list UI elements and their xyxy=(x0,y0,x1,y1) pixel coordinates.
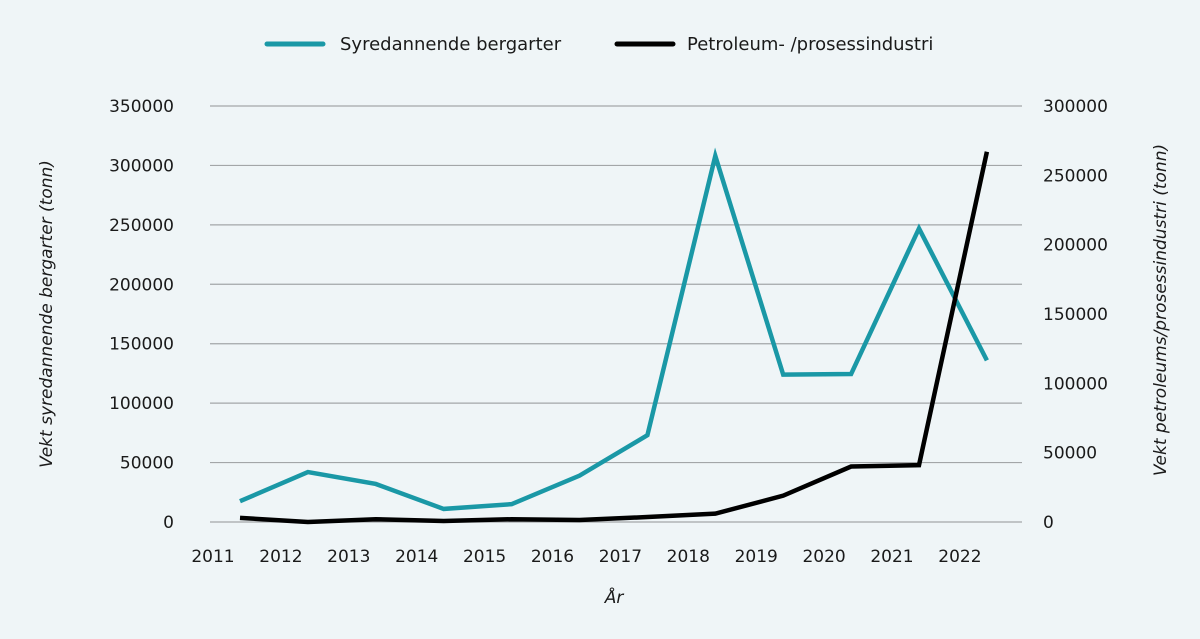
right-tick-label: 0 xyxy=(1043,513,1054,533)
right-tick-label: 300000 xyxy=(1043,97,1108,117)
x-tick-label: 2014 xyxy=(395,547,438,567)
left-tick-label: 150000 xyxy=(109,335,174,355)
series-lines xyxy=(239,147,990,525)
x-tick-label: 2019 xyxy=(735,547,778,567)
left-axis-title: Vekt syredannende bergarter (tonn) xyxy=(37,160,57,468)
legend: Syredannende bergarter Petroleum- /prose… xyxy=(264,34,933,55)
right-axis-title: Vekt petroleums/prosessindustri (tonn) xyxy=(1151,144,1171,476)
left-tick-label: 200000 xyxy=(109,275,174,295)
x-tick-label: 2021 xyxy=(870,547,913,567)
x-tick-label: 2015 xyxy=(463,547,506,567)
series-line-0 xyxy=(239,147,989,512)
right-tick-label: 250000 xyxy=(1043,166,1108,186)
series-line-1 xyxy=(239,151,990,525)
legend-item-syredannende[interactable]: Syredannende bergarter xyxy=(264,34,562,55)
x-tick-label: 2011 xyxy=(191,547,234,567)
legend-label-syredannende: Syredannende bergarter xyxy=(340,34,562,55)
x-tick-label: 2020 xyxy=(802,547,845,567)
x-tick-label: 2012 xyxy=(259,547,302,567)
left-tick-label: 100000 xyxy=(109,394,174,414)
x-tick-label: 2017 xyxy=(599,547,642,567)
right-tick-label: 200000 xyxy=(1043,236,1108,256)
left-tick-label: 50000 xyxy=(120,454,174,474)
right-tick-label: 100000 xyxy=(1043,374,1108,394)
x-tick-label: 2018 xyxy=(667,547,710,567)
legend-label-petroleum: Petroleum- /prosessindustri xyxy=(687,34,933,55)
x-tick-label: 2016 xyxy=(531,547,574,567)
gridlines xyxy=(210,105,1022,523)
x-axis-title: År xyxy=(604,586,625,608)
x-tick-label: 2013 xyxy=(327,547,370,567)
right-tick-label: 50000 xyxy=(1043,444,1097,464)
right-tick-label: 150000 xyxy=(1043,305,1108,325)
left-tick-label: 250000 xyxy=(109,216,174,236)
right-axis-ticks: 0 50000 100000 150000 200000 250000 300000 xyxy=(1043,97,1108,533)
left-tick-label: 300000 xyxy=(109,156,174,176)
left-axis-ticks: 0 50000 100000 150000 200000 250000 300000 3500… xyxy=(109,97,174,533)
left-tick-label: 350000 xyxy=(109,97,174,117)
legend-item-petroleum[interactable]: Petroleum- /prosessindustri xyxy=(614,34,933,55)
x-tick-label: 2022 xyxy=(938,547,981,567)
x-axis-ticks: 2011 2012 2013 2014 2015 2016 2017 2018 2019 2020… xyxy=(191,547,981,567)
left-tick-label: 0 xyxy=(163,513,174,533)
